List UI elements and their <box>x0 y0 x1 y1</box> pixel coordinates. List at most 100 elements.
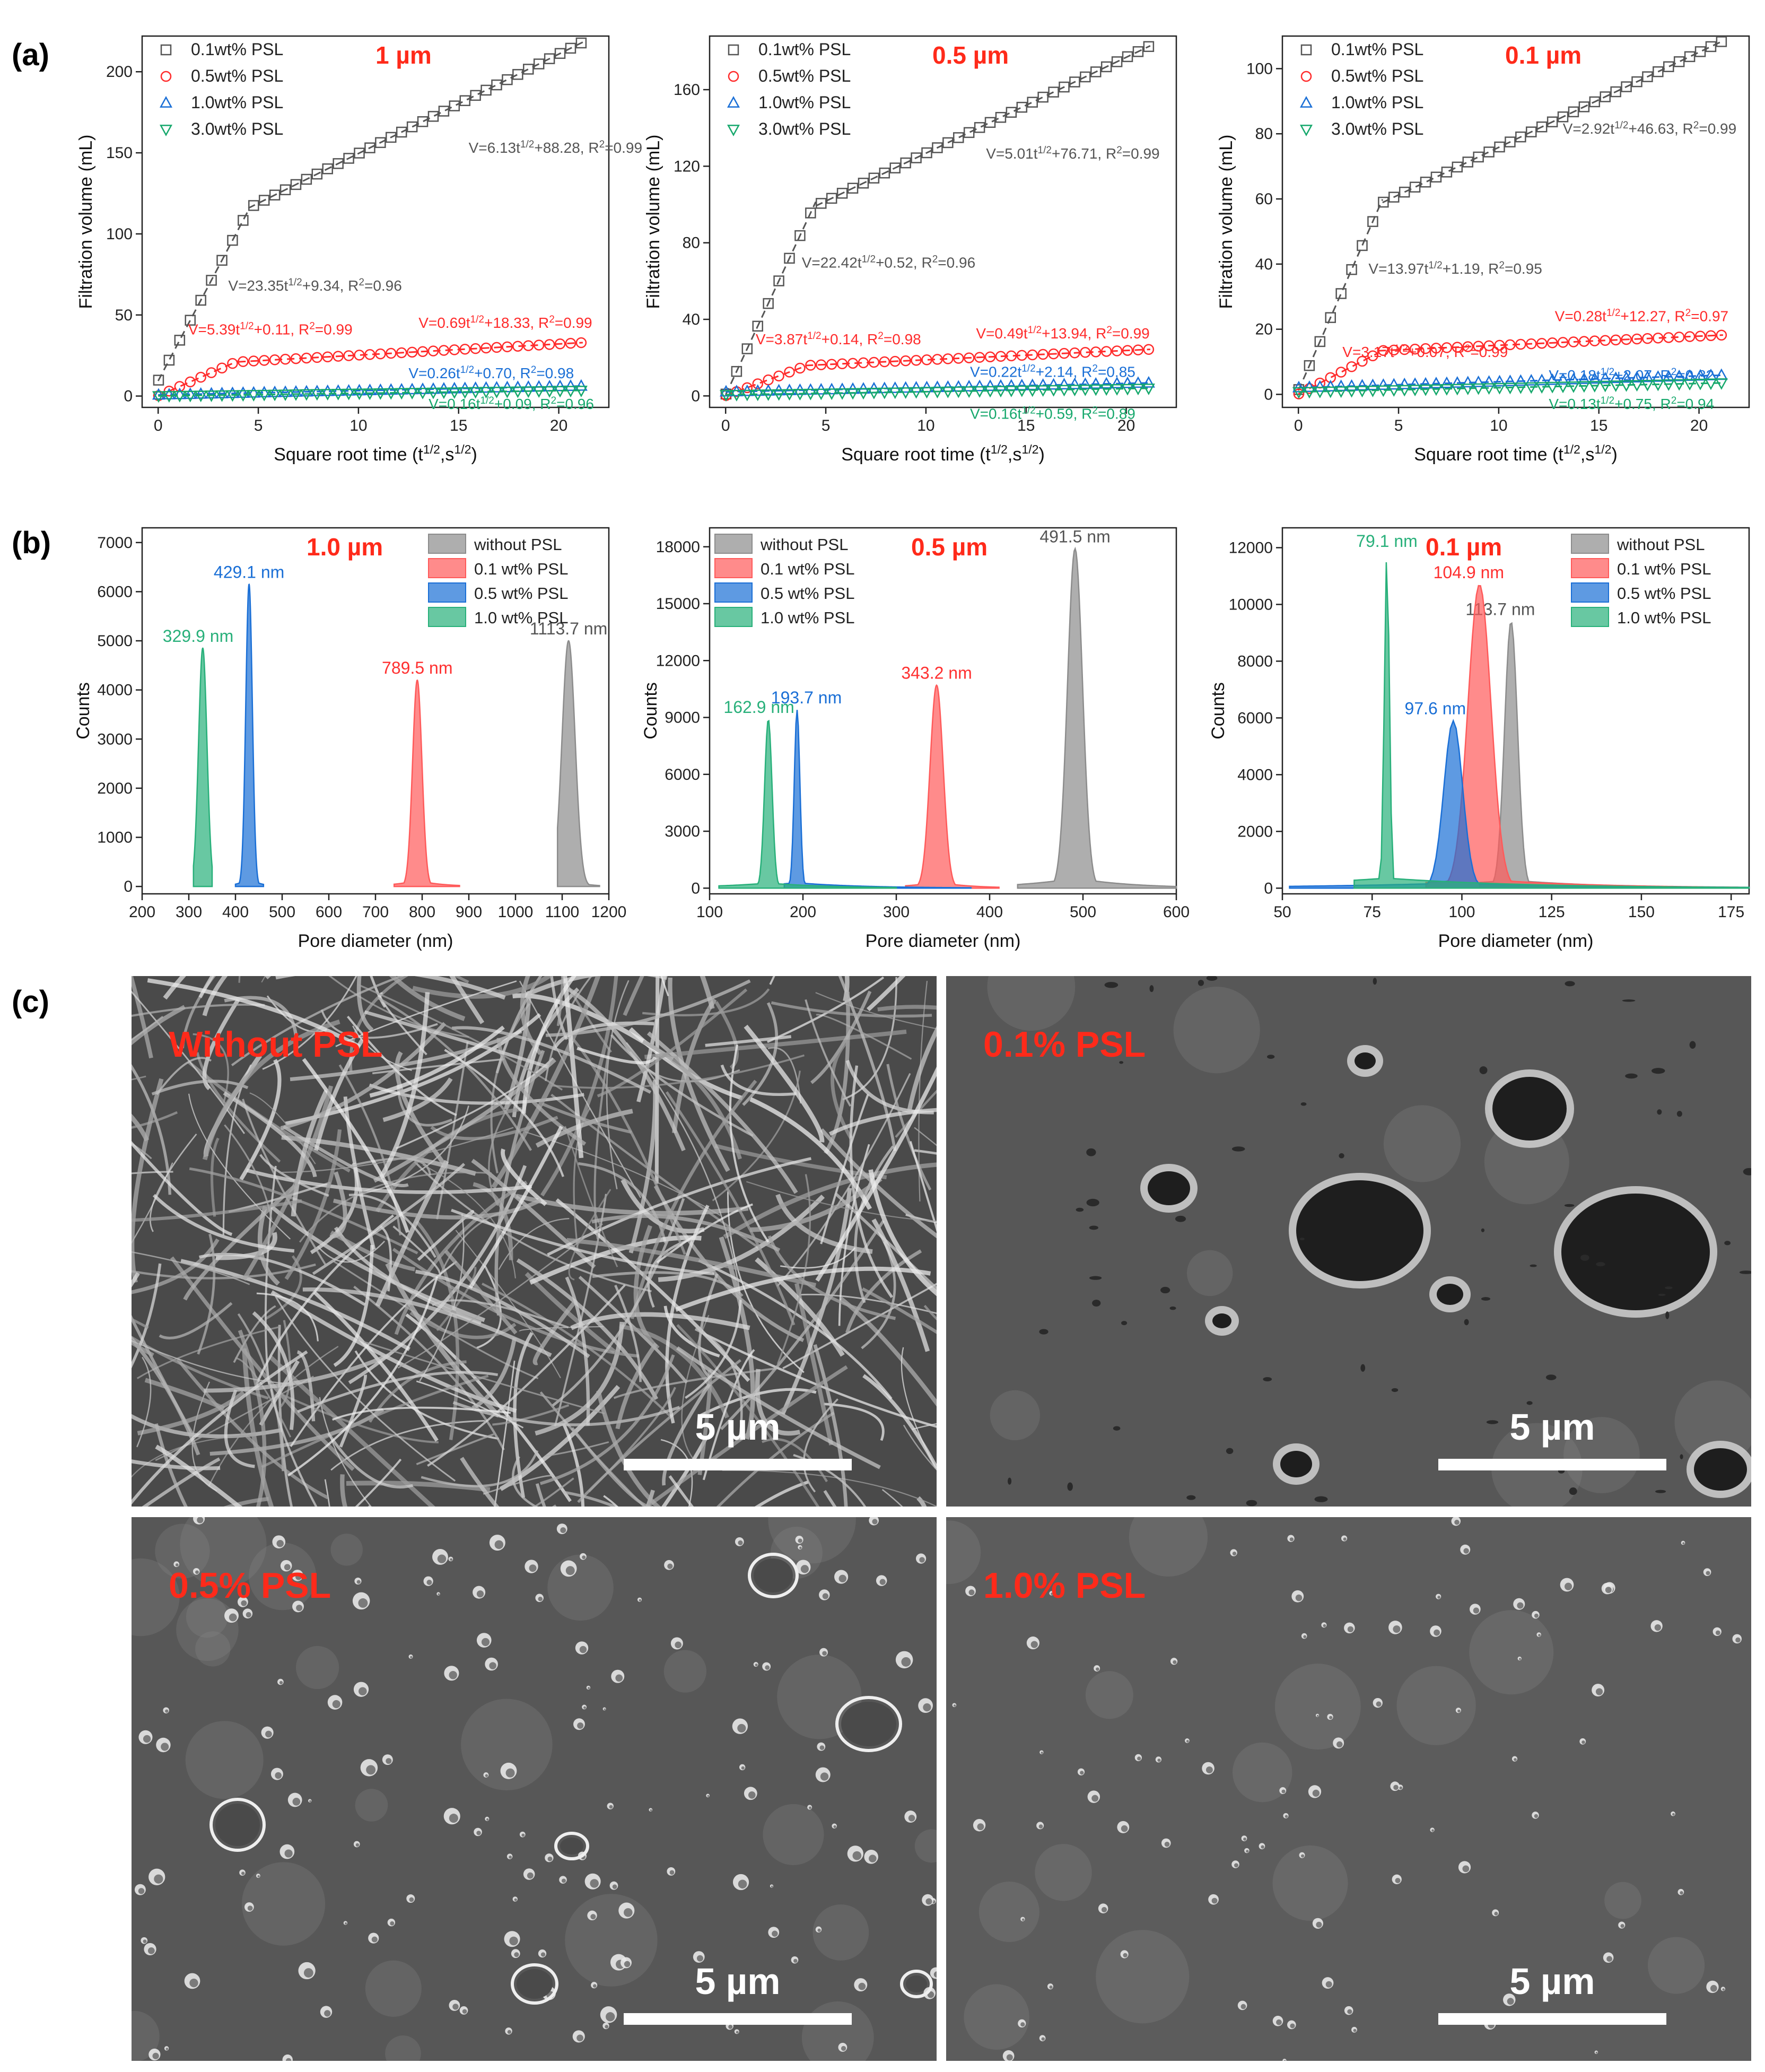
data-point <box>479 387 493 399</box>
data-point <box>311 352 323 363</box>
micro-pore <box>1089 1276 1102 1280</box>
particle-shadow <box>901 1657 911 1667</box>
legend-label: 0.1 wt% PSL <box>761 560 854 578</box>
particle-shadow <box>356 1580 361 1584</box>
micro-pore <box>1092 1300 1101 1307</box>
data-point <box>1504 382 1517 395</box>
pore <box>906 1975 927 1992</box>
data-point <box>1356 386 1369 398</box>
data-point <box>1504 375 1517 386</box>
data-point <box>1089 377 1103 389</box>
particle-shadow <box>579 1646 587 1653</box>
particle-shadow <box>276 1539 284 1547</box>
y-axis-label: Counts <box>641 682 661 739</box>
fiber <box>700 976 715 1009</box>
y-tick-label: 9000 <box>665 709 700 727</box>
panel-letter-b: (b) <box>12 526 51 560</box>
particle-shadow <box>195 1570 199 1574</box>
fiber <box>633 1225 660 1350</box>
particle-shadow <box>576 2034 583 2042</box>
x-axis-label: Square root time (t1/2,s1/2) <box>274 442 477 465</box>
data-point <box>719 390 732 402</box>
fiber <box>385 1263 501 1418</box>
data-point <box>300 389 313 401</box>
x-tick-label: 300 <box>883 903 910 921</box>
fiber <box>867 976 906 1012</box>
data-point <box>1324 386 1337 398</box>
sem-sample-label: 0.5% PSL <box>169 1565 331 1606</box>
fiber <box>565 1276 590 1426</box>
particle-shadow <box>358 1598 368 1608</box>
data-point <box>858 177 869 189</box>
fiber <box>297 1371 499 1413</box>
data-point <box>543 386 556 398</box>
fiber <box>643 1365 848 1507</box>
fiber <box>395 1051 448 1169</box>
y-tick-label: 12000 <box>1229 539 1273 556</box>
fiber <box>877 1005 937 1012</box>
data-point <box>205 390 218 402</box>
x-tick-label: 20 <box>1117 417 1135 434</box>
fiber <box>909 1141 937 1232</box>
fiber <box>356 976 374 1032</box>
data-point <box>1483 340 1495 351</box>
data-point <box>867 388 880 399</box>
x-tick-label: 10 <box>349 417 367 434</box>
particle-shadow <box>355 1843 360 1847</box>
fit-line <box>157 210 249 381</box>
data-point <box>1016 350 1028 361</box>
particle-shadow <box>593 1984 597 1988</box>
particle-shadow <box>1462 1865 1470 1873</box>
surface-blotch <box>195 1631 231 1667</box>
particle-shadow <box>275 1772 282 1779</box>
micro-pore <box>1104 982 1119 988</box>
fit-equation-label: V=5.39t1/2+0.11, R2=0.99 <box>188 320 353 338</box>
fiber <box>698 1259 893 1400</box>
micro-pore <box>1658 1293 1666 1296</box>
legend-label: 0.5wt% PSL <box>1331 66 1423 85</box>
data-point <box>1388 344 1400 356</box>
micro-pore <box>1680 1454 1683 1459</box>
y-tick-label: 0 <box>691 880 700 897</box>
data-point <box>1557 381 1570 394</box>
data-point <box>301 352 312 364</box>
data-point <box>1131 384 1144 396</box>
y-tick-label: 6000 <box>665 766 700 783</box>
data-point <box>554 386 567 398</box>
fiber <box>483 1475 555 1495</box>
sem-sample-label: 0.1% PSL <box>983 1024 1146 1065</box>
legend-marker <box>159 125 173 136</box>
fiber <box>642 1039 742 1160</box>
surface-blotch <box>812 1904 869 1961</box>
micro-pore <box>1689 1041 1696 1049</box>
particle-shadow <box>1261 1845 1264 1849</box>
particle-shadow <box>246 1612 251 1618</box>
particle-shadow <box>1454 1519 1460 1525</box>
fiber <box>363 1341 605 1415</box>
particle-shadow <box>165 2048 169 2050</box>
fiber <box>392 1225 441 1274</box>
surface-blotch <box>1383 1105 1461 1182</box>
particle-shadow <box>852 1851 862 1860</box>
fiber <box>750 1177 882 1232</box>
data-point <box>1420 343 1431 354</box>
fiber <box>144 1378 225 1411</box>
micro-pore <box>1580 1255 1589 1261</box>
fiber <box>671 998 717 1134</box>
data-point <box>1345 386 1358 398</box>
legend-marker <box>159 96 173 108</box>
fiber <box>397 1223 603 1369</box>
fit-equation-label: V=3.87t1/2+0.14, R2=0.98 <box>756 330 921 347</box>
micro-pore <box>1545 1374 1557 1380</box>
fiber <box>550 976 569 1040</box>
data-point <box>911 354 922 366</box>
x-tick-label: 175 <box>1718 903 1744 921</box>
data-point <box>502 341 513 353</box>
data-point <box>511 386 525 398</box>
fiber <box>754 1481 809 1507</box>
micro-pore <box>1246 1500 1257 1507</box>
micro-pore <box>1086 1198 1099 1207</box>
y-tick-label: 3000 <box>97 730 133 748</box>
particle-shadow <box>582 1555 586 1560</box>
data-point <box>1515 338 1526 350</box>
